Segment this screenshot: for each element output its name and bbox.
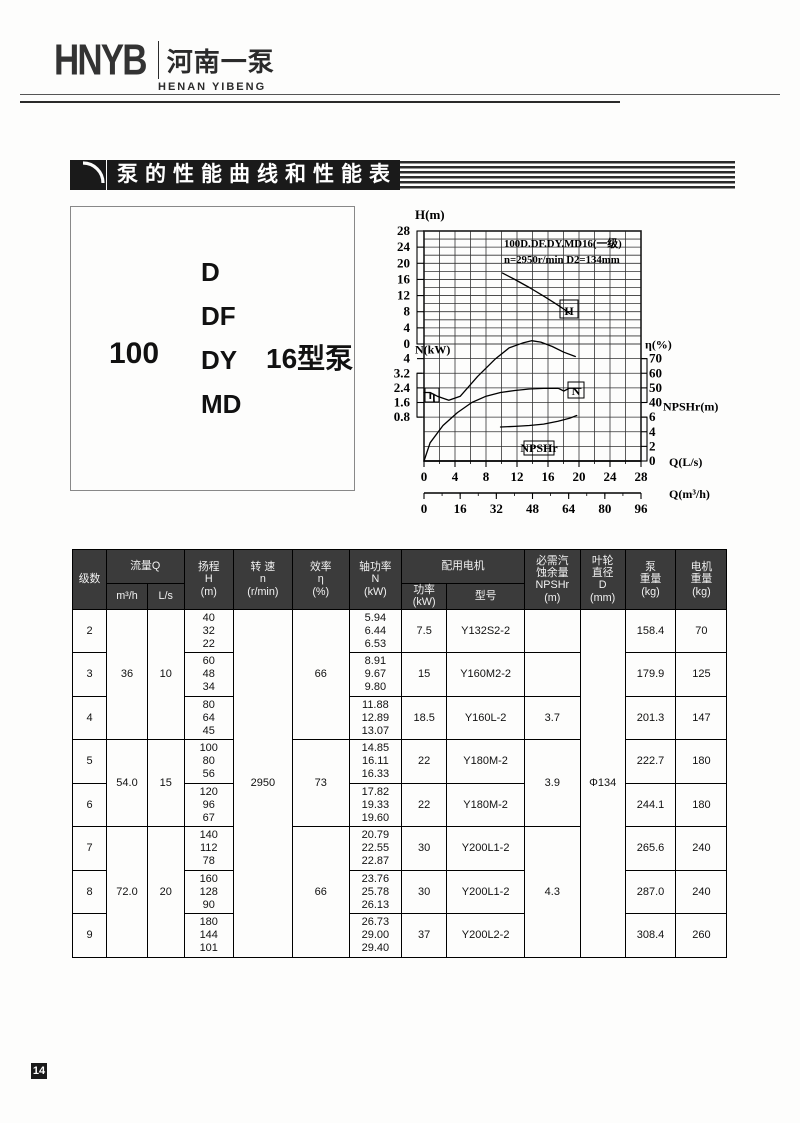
svg-text:8: 8 (404, 304, 411, 319)
svg-text:N: N (572, 384, 581, 398)
svg-text:H: H (564, 304, 574, 318)
svg-text:4: 4 (404, 351, 411, 366)
svg-text:η: η (429, 388, 436, 402)
svg-text:28: 28 (635, 469, 649, 484)
svg-text:40: 40 (649, 395, 662, 410)
svg-text:2: 2 (649, 438, 656, 453)
svg-text:12: 12 (397, 288, 410, 303)
svg-text:Q(m³/h): Q(m³/h) (669, 487, 710, 501)
svg-text:64: 64 (562, 501, 576, 516)
svg-text:24: 24 (397, 239, 411, 254)
svg-text:20: 20 (397, 255, 410, 270)
svg-text:12: 12 (511, 469, 524, 484)
svg-text:NPSHr(m): NPSHr(m) (663, 400, 718, 414)
svg-text:80: 80 (598, 501, 611, 516)
svg-text:16: 16 (542, 469, 556, 484)
svg-text:0.8: 0.8 (394, 409, 411, 424)
svg-text:0: 0 (649, 453, 656, 468)
svg-text:16: 16 (397, 271, 411, 286)
svg-text:η(%): η(%) (645, 338, 672, 352)
svg-text:96: 96 (635, 501, 649, 516)
svg-text:16: 16 (454, 501, 468, 516)
svg-text:4: 4 (404, 320, 411, 335)
svg-text:1.6: 1.6 (394, 395, 411, 410)
svg-text:70: 70 (649, 351, 662, 366)
svg-text:0: 0 (421, 501, 428, 516)
svg-text:28: 28 (397, 223, 411, 238)
svg-text:32: 32 (490, 501, 503, 516)
svg-text:60: 60 (649, 365, 662, 380)
svg-text:3.2: 3.2 (394, 365, 410, 380)
svg-text:0: 0 (404, 336, 411, 351)
svg-text:8: 8 (483, 469, 490, 484)
svg-text:4: 4 (649, 424, 656, 439)
svg-text:Q(L/s): Q(L/s) (669, 455, 702, 469)
svg-text:H(m): H(m) (415, 207, 445, 222)
svg-text:n=2950r/min D2=134mm: n=2950r/min D2=134mm (504, 254, 620, 266)
svg-text:2.4: 2.4 (394, 380, 411, 395)
svg-text:6: 6 (649, 409, 656, 424)
svg-text:4: 4 (452, 469, 459, 484)
svg-text:NPSHr: NPSHr (520, 441, 558, 455)
svg-text:N(kW): N(kW) (415, 343, 450, 357)
svg-text:24: 24 (604, 469, 618, 484)
svg-text:100D.DF.DY.MD16(一级): 100D.DF.DY.MD16(一级) (504, 236, 622, 250)
svg-text:0: 0 (421, 469, 428, 484)
svg-text:20: 20 (573, 469, 586, 484)
svg-text:48: 48 (526, 501, 540, 516)
svg-text:50: 50 (649, 380, 662, 395)
